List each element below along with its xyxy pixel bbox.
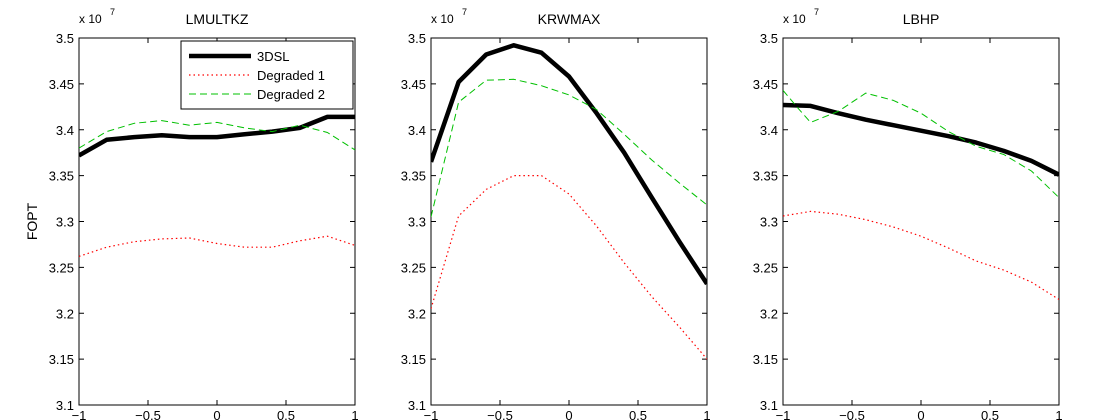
y-exponent-label: x 10 (431, 12, 454, 26)
x-tick-label: −1 (776, 408, 791, 420)
legend-label: 3DSL (257, 49, 290, 64)
y-tick-label: 3.35 (753, 169, 778, 184)
y-tick-label: 3.5 (760, 31, 778, 46)
y-tick-label: 3.15 (753, 352, 778, 367)
y-tick-label: 3.45 (49, 77, 74, 92)
x-tick-label: 1 (1055, 408, 1062, 420)
x-tick-label: 0 (213, 408, 220, 420)
y-tick-label: 3.3 (408, 215, 426, 230)
x-tick-label: −0.5 (487, 408, 513, 420)
x-tick-label: 1 (703, 408, 710, 420)
y-tick-label: 3.4 (56, 123, 74, 138)
x-tick-label: −1 (72, 408, 87, 420)
x-tick-label: 1 (351, 408, 358, 420)
y-tick-label: 3.15 (49, 352, 74, 367)
chart-title: LBHP (903, 11, 940, 27)
y-tick-label: 3.1 (760, 398, 778, 413)
y-exponent-power: 7 (814, 7, 819, 17)
x-tick-label: −0.5 (839, 408, 865, 420)
y-exponent-label: x 10 (79, 12, 102, 26)
legend-label: Degraded 1 (257, 68, 325, 83)
y-exponent-label: x 10 (783, 12, 806, 26)
y-exponent-power: 7 (110, 7, 115, 17)
x-tick-label: −0.5 (135, 408, 161, 420)
chart-panel-1: 3.1 3.15 3.2 3.25 3.3 3.35 3.4 3.45 3.5 −1 −0.5 0 0.… (24, 7, 359, 420)
y-tick-label: 3.3 (56, 215, 74, 230)
legend: 3DSL Degraded 1 Degraded 2 (180, 40, 354, 110)
series-group (783, 89, 1059, 301)
series-line-degraded-1 (431, 175, 707, 360)
series-line-degraded-2 (79, 120, 355, 151)
y-tick-label: 3.45 (753, 77, 778, 92)
series-line-degraded-2 (431, 78, 707, 218)
x-tick-label: 0 (917, 408, 924, 420)
y-tick-label: 3.35 (49, 169, 74, 184)
y-tick-label: 3.2 (760, 306, 778, 321)
y-tick-label: 3.25 (401, 260, 426, 275)
series-line-degraded-1 (783, 210, 1059, 301)
y-tick-label: 3.5 (408, 31, 426, 46)
y-tick-label: 3.1 (56, 398, 74, 413)
y-tick-label: 3.3 (760, 215, 778, 230)
x-tick-label: 0.5 (981, 408, 999, 420)
chart-panel-2: 3.1 3.15 3.2 3.25 3.3 3.35 3.4 3.45 3.5 −1 −0.5 0 0.… (401, 7, 711, 420)
x-tick-label: 0.5 (629, 408, 647, 420)
plot-frame (782, 37, 1060, 406)
y-tick-label: 3.25 (753, 260, 778, 275)
x-tick-label: 0.5 (277, 408, 295, 420)
y-tick-label: 3.25 (49, 260, 74, 275)
series-line-degraded-2 (783, 89, 1059, 198)
series-group (431, 43, 707, 360)
chart-panel-3: 3.1 3.15 3.2 3.25 3.3 3.35 3.4 3.45 3.5 −1 −0.5 0 0.… (753, 7, 1063, 420)
x-tick-label: −1 (424, 408, 439, 420)
y-tick-label: 3.15 (401, 352, 426, 367)
legend-label: Degraded 2 (257, 87, 325, 102)
chart-title: KRWMAX (538, 11, 601, 27)
y-tick-label: 3.4 (408, 123, 426, 138)
y-tick-label: 3.2 (408, 306, 426, 321)
y-tick-label: 3.35 (401, 169, 426, 184)
series-line-3dsl (431, 43, 707, 286)
series-group (79, 114, 355, 257)
y-exponent-power: 7 (462, 7, 467, 17)
y-axis-label: FOPT (24, 202, 40, 240)
series-line-degraded-1 (79, 235, 355, 257)
y-tick-label: 3.4 (760, 123, 778, 138)
chart-title: LMULTKZ (186, 11, 249, 27)
y-tick-label: 3.2 (56, 306, 74, 321)
y-tick-label: 3.45 (401, 77, 426, 92)
y-tick-label: 3.5 (56, 31, 74, 46)
series-line-3dsl (783, 102, 1059, 177)
x-tick-label: 0 (565, 408, 572, 420)
legend-box (180, 40, 354, 110)
y-tick-label: 3.1 (408, 398, 426, 413)
series-line-3dsl (79, 114, 355, 158)
